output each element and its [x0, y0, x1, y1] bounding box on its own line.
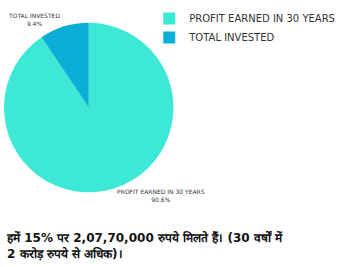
- svg-text:PROFIT EARNED IN 30 YEARS: PROFIT EARNED IN 30 YEARS: [189, 13, 335, 24]
- svg-text:TOTAL INVESTED: TOTAL INVESTED: [188, 32, 274, 43]
- svg-text:हमें 15% पर 2,07,70,000 रुपये: हमें 15% पर 2,07,70,000 रुपये मिलते हैं।…: [6, 231, 283, 261]
- svg-text:PROFIT EARNED IN 30 YEARS90.6%: PROFIT EARNED IN 30 YEARS90.6%: [117, 188, 205, 203]
- svg-text:TOTAL INVESTED9.4%: TOTAL INVESTED9.4%: [8, 12, 60, 27]
